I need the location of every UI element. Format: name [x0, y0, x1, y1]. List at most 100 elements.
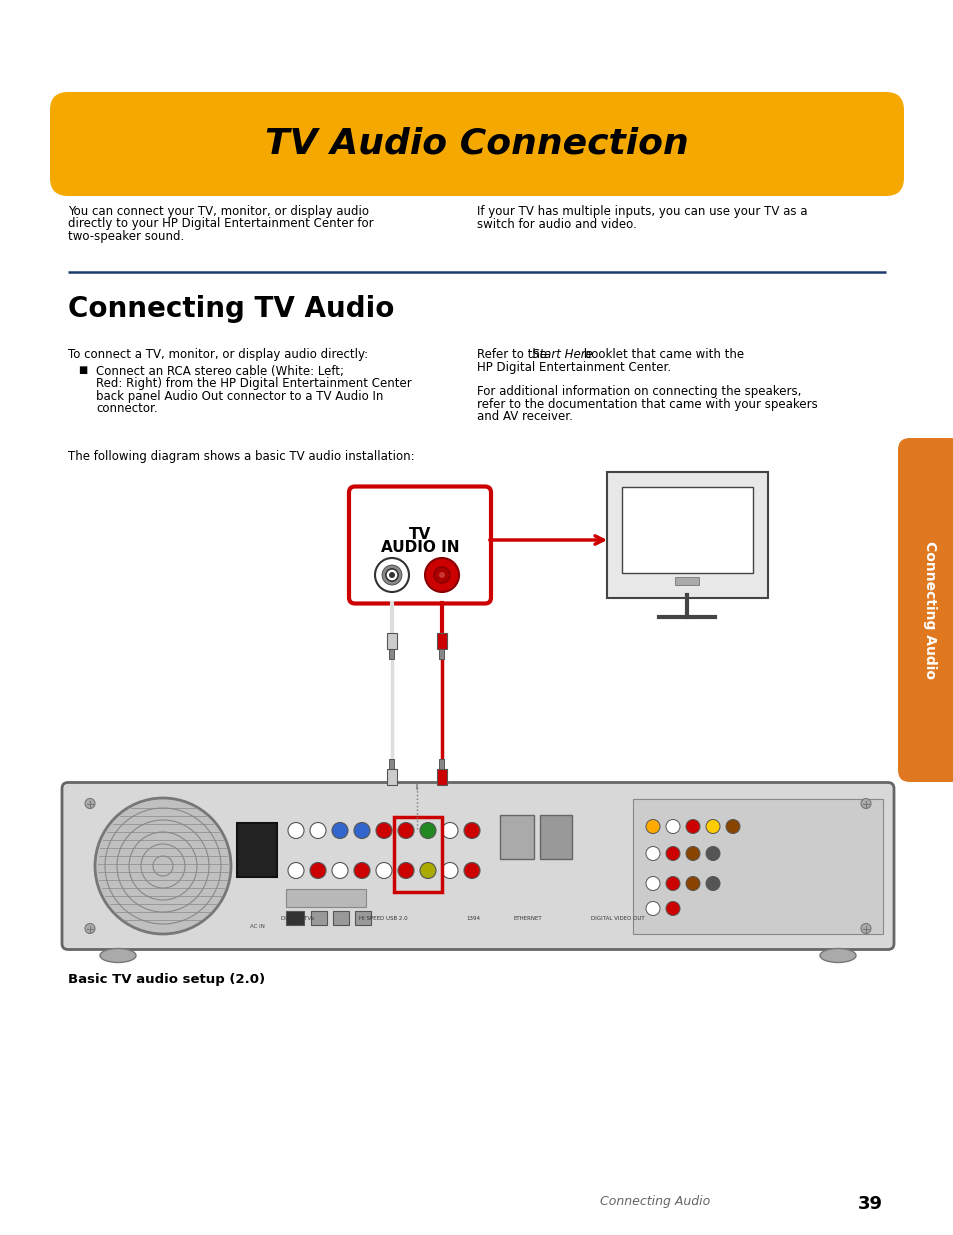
Bar	[436, 632, 447, 648]
Text: and AV receiver.: and AV receiver.	[476, 410, 572, 424]
Text: Red: Right) from the HP Digital Entertainment Center: Red: Right) from the HP Digital Entertai…	[96, 378, 412, 390]
Circle shape	[397, 823, 414, 839]
Circle shape	[354, 823, 370, 839]
Text: Refer to the: Refer to the	[476, 348, 550, 361]
Text: ■: ■	[78, 366, 87, 375]
Bar	[621, 487, 752, 573]
FancyBboxPatch shape	[499, 815, 534, 858]
Circle shape	[85, 924, 95, 934]
Text: 1394: 1394	[465, 915, 479, 920]
Circle shape	[424, 558, 458, 592]
Circle shape	[375, 862, 392, 878]
Circle shape	[85, 799, 95, 809]
Text: ETHERNET: ETHERNET	[513, 915, 541, 920]
Text: Connecting TV Audio: Connecting TV Audio	[68, 295, 394, 324]
Text: Connect an RCA stereo cable (White: Left;: Connect an RCA stereo cable (White: Left…	[96, 366, 344, 378]
Circle shape	[861, 799, 870, 809]
Circle shape	[463, 862, 479, 878]
Text: For additional information on connecting the speakers,: For additional information on connecting…	[476, 385, 801, 399]
Circle shape	[705, 820, 720, 834]
Circle shape	[386, 569, 397, 580]
Circle shape	[288, 823, 304, 839]
FancyBboxPatch shape	[236, 823, 276, 877]
Circle shape	[665, 846, 679, 861]
Circle shape	[310, 862, 326, 878]
Circle shape	[685, 820, 700, 834]
FancyBboxPatch shape	[50, 91, 903, 196]
Circle shape	[861, 924, 870, 934]
Text: Start Here: Start Here	[532, 348, 592, 361]
Circle shape	[645, 902, 659, 915]
Text: TV Audio Connection: TV Audio Connection	[265, 127, 688, 161]
Bar	[439, 758, 444, 768]
Text: connector.: connector.	[96, 403, 157, 415]
Circle shape	[375, 558, 409, 592]
Circle shape	[645, 877, 659, 890]
Circle shape	[381, 564, 401, 585]
Circle shape	[438, 572, 444, 578]
Circle shape	[397, 862, 414, 878]
Bar	[387, 768, 396, 784]
Circle shape	[645, 846, 659, 861]
Circle shape	[332, 823, 348, 839]
Bar	[394, 816, 441, 892]
FancyBboxPatch shape	[897, 438, 953, 782]
Circle shape	[310, 823, 326, 839]
Bar	[286, 888, 366, 906]
Bar	[387, 632, 396, 648]
Text: Connecting Audio: Connecting Audio	[923, 541, 936, 679]
Circle shape	[386, 569, 397, 580]
Text: switch for audio and video.: switch for audio and video.	[476, 217, 636, 231]
Circle shape	[463, 823, 479, 839]
Circle shape	[665, 902, 679, 915]
Circle shape	[725, 820, 740, 834]
Circle shape	[389, 572, 395, 578]
Text: refer to the documentation that came with your speakers: refer to the documentation that came wit…	[476, 398, 817, 411]
Text: Basic TV audio setup (2.0): Basic TV audio setup (2.0)	[68, 973, 265, 987]
Bar	[286, 910, 304, 925]
Text: AC IN: AC IN	[250, 924, 264, 929]
Bar	[355, 910, 371, 925]
Circle shape	[441, 823, 457, 839]
Text: You can connect your TV, monitor, or display audio: You can connect your TV, monitor, or dis…	[68, 205, 369, 219]
Ellipse shape	[820, 948, 855, 962]
Text: The following diagram shows a basic TV audio installation:: The following diagram shows a basic TV a…	[68, 450, 415, 463]
Bar	[286, 804, 625, 818]
Text: If your TV has multiple inputs, you can use your TV as a: If your TV has multiple inputs, you can …	[476, 205, 806, 219]
Text: HI SPEED USB 2.0: HI SPEED USB 2.0	[358, 915, 407, 920]
FancyBboxPatch shape	[349, 487, 491, 604]
Circle shape	[375, 823, 392, 839]
Circle shape	[332, 862, 348, 878]
Ellipse shape	[100, 948, 136, 962]
Text: TV: TV	[409, 527, 431, 542]
Circle shape	[288, 862, 304, 878]
Bar	[633, 799, 882, 934]
Text: Connecting Audio: Connecting Audio	[599, 1195, 709, 1208]
Bar	[439, 648, 444, 658]
Circle shape	[685, 846, 700, 861]
Circle shape	[705, 846, 720, 861]
Circle shape	[685, 877, 700, 890]
Text: AUDIO IN: AUDIO IN	[380, 540, 458, 555]
Circle shape	[665, 820, 679, 834]
Circle shape	[354, 862, 370, 878]
Circle shape	[665, 877, 679, 890]
Circle shape	[434, 567, 450, 583]
Text: HP Digital Entertainment Center.: HP Digital Entertainment Center.	[476, 361, 670, 373]
Bar	[311, 910, 327, 925]
Bar	[436, 768, 447, 784]
Circle shape	[441, 862, 457, 878]
FancyBboxPatch shape	[62, 783, 893, 950]
FancyBboxPatch shape	[606, 472, 767, 598]
Bar	[389, 758, 395, 768]
FancyBboxPatch shape	[539, 815, 572, 858]
Text: DIGITAL VIDEO OUT: DIGITAL VIDEO OUT	[591, 915, 644, 920]
Circle shape	[419, 862, 436, 878]
Circle shape	[95, 798, 231, 934]
Text: To connect a TV, monitor, or display audio directly:: To connect a TV, monitor, or display aud…	[68, 348, 368, 361]
Circle shape	[705, 877, 720, 890]
Text: 39: 39	[857, 1195, 882, 1213]
Circle shape	[645, 820, 659, 834]
Bar	[333, 910, 349, 925]
Text: booklet that came with the: booklet that came with the	[579, 348, 743, 361]
